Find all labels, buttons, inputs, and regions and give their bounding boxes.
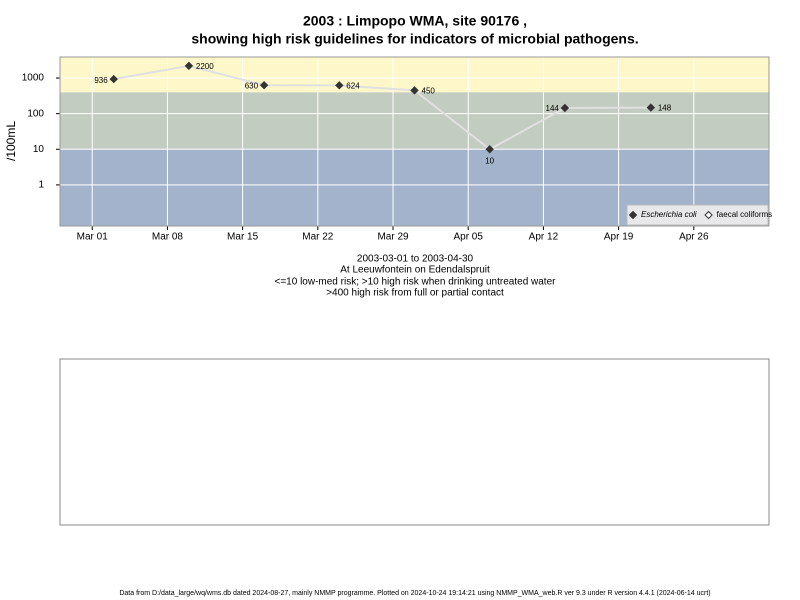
x-tick-label: Apr 05 (453, 232, 483, 243)
data-label: 936 (94, 76, 108, 85)
x-tick-label: Apr 12 (529, 232, 559, 243)
x-tick-label: Mar 29 (377, 232, 409, 243)
data-point (646, 103, 656, 112)
data-label: 450 (422, 87, 436, 96)
data-label: 2200 (196, 62, 214, 71)
data-point (335, 81, 344, 90)
y-tick-label: 1 (38, 180, 44, 191)
plot-frame (59, 56, 770, 227)
series-line (113, 64, 651, 151)
note: <=10 low-med risk; >10 high risk when dr… (275, 277, 557, 288)
legend-marker (628, 210, 638, 220)
note: 2003-03-01 to 2003-04-30 (357, 254, 474, 265)
data-label: 148 (658, 104, 672, 113)
chart-title: 2003 : Limpopo WMA, site 90176 , (303, 13, 527, 29)
data-label: 630 (245, 81, 259, 90)
data-label: 10 (485, 156, 494, 165)
x-tick-label: Apr 19 (604, 232, 634, 243)
data-point (485, 145, 494, 154)
legend-label: faecal coliforms (717, 210, 773, 219)
data-point (109, 74, 118, 84)
data-point (184, 61, 194, 71)
data-point (259, 80, 269, 90)
y-tick-label: 1000 (22, 73, 45, 84)
footer: Data from D:/data_large/wq/wms.db dated … (119, 590, 710, 597)
y-tick-label: 100 (27, 108, 44, 119)
legend-box (626, 204, 769, 226)
note: >400 high risk from full or partial cont… (326, 288, 504, 299)
x-tick-label: Mar 08 (152, 232, 184, 243)
y-axis-label: /100mL (4, 121, 18, 161)
x-tick-label: Mar 22 (302, 232, 334, 243)
data-point (560, 103, 570, 113)
note: At Leeuwfontein on Edendalspruit (340, 265, 490, 276)
data-point (410, 86, 419, 95)
empty-panel (59, 358, 770, 526)
chart-subtitle: showing high risk guidelines for indicat… (191, 31, 638, 47)
y-tick-label: 10 (33, 144, 45, 155)
legend-label: Escherichia coli (641, 210, 697, 219)
x-tick-label: Mar 15 (227, 232, 259, 243)
risk-band (60, 92, 769, 150)
data-label: 144 (546, 104, 560, 113)
data-label: 624 (346, 81, 360, 90)
legend-marker (704, 210, 713, 220)
x-tick-label: Apr 26 (679, 232, 709, 243)
x-tick-label: Mar 01 (77, 232, 109, 243)
